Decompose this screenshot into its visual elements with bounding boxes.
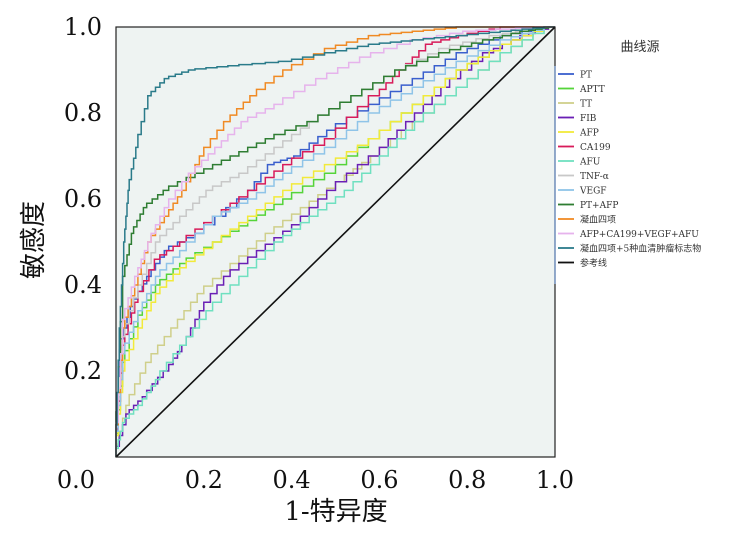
legend-item: TT bbox=[558, 100, 592, 110]
x-tick-label: 0.6 bbox=[360, 466, 398, 494]
series-line bbox=[115, 26, 555, 457]
x-tick-label: 0.2 bbox=[185, 466, 223, 494]
legend-label: FIB bbox=[580, 114, 597, 124]
legend-item: VEGF bbox=[558, 187, 607, 197]
legend-label: AFP bbox=[579, 129, 599, 139]
legend-label: 凝血四项 bbox=[580, 214, 616, 226]
x-tick-label: 0.4 bbox=[273, 466, 311, 494]
legend-item: AFP+CA199+VEGF+AFU bbox=[558, 230, 699, 240]
legend-item: PT+AFP bbox=[558, 201, 618, 211]
series-line bbox=[115, 26, 555, 457]
y-tick-label: 1.0 bbox=[64, 13, 102, 41]
legend-item: AFU bbox=[558, 158, 601, 168]
x-tick-label: 1.0 bbox=[536, 466, 574, 494]
series-layer bbox=[115, 26, 556, 458]
legend-item: FIB bbox=[558, 114, 597, 124]
series-line bbox=[115, 26, 555, 457]
legend-items: PT APTT TT FIB AFP CA199 AFU TNF-α VEGF PT+AFP 凝血四… bbox=[558, 71, 701, 269]
series-line bbox=[115, 26, 555, 457]
y-tick-label: 0.2 bbox=[64, 357, 102, 385]
series-line bbox=[115, 26, 555, 457]
legend-item: CA199 bbox=[558, 143, 611, 153]
legend-label: VEGF bbox=[579, 187, 607, 197]
x-tick-label: 0.0 bbox=[57, 466, 95, 494]
y-tick-label: 0.6 bbox=[64, 185, 102, 213]
legend-label: AFP+CA199+VEGF+AFU bbox=[579, 230, 699, 240]
legend-label: 凝血四项+5种血清肿瘤标志物 bbox=[580, 243, 701, 255]
legend-label: 参考线 bbox=[580, 257, 607, 269]
legend-item: TNF-α bbox=[558, 172, 609, 182]
series-line bbox=[115, 26, 555, 457]
legend-item: AFP bbox=[558, 129, 599, 139]
y-tick-label: 0.4 bbox=[64, 271, 102, 299]
series-line bbox=[115, 26, 556, 458]
legend: 曲线源 PT APTT TT FIB AFP CA199 AFU TNF-α VEGF PT+AF… bbox=[554, 40, 701, 284]
legend-item: PT bbox=[558, 71, 592, 81]
x-axis-ticks: 0.0 0.2 0.4 0.6 0.8 1.0 bbox=[57, 466, 574, 494]
legend-item: 凝血四项 bbox=[558, 214, 616, 226]
series-line bbox=[115, 26, 555, 457]
y-tick-label: 0.8 bbox=[64, 99, 102, 127]
y-axis-label: 敏感度 bbox=[19, 201, 49, 279]
legend-label: TNF-α bbox=[580, 172, 609, 182]
series-line bbox=[115, 26, 555, 457]
legend-label: APTT bbox=[579, 85, 605, 95]
y-axis-ticks: 0.2 0.4 0.6 0.8 1.0 bbox=[64, 13, 102, 385]
legend-label: TT bbox=[580, 100, 592, 110]
legend-label: PT+AFP bbox=[580, 201, 618, 211]
x-tick-label: 0.8 bbox=[448, 466, 486, 494]
legend-title: 曲线源 bbox=[620, 40, 659, 55]
x-axis-label: 1-特异度 bbox=[284, 497, 387, 527]
legend-label: AFU bbox=[579, 158, 601, 168]
legend-label: CA199 bbox=[580, 143, 611, 153]
legend-item: 参考线 bbox=[558, 257, 607, 269]
legend-item: 凝血四项+5种血清肿瘤标志物 bbox=[558, 243, 701, 255]
legend-label: PT bbox=[580, 71, 592, 81]
legend-item: APTT bbox=[558, 85, 605, 95]
